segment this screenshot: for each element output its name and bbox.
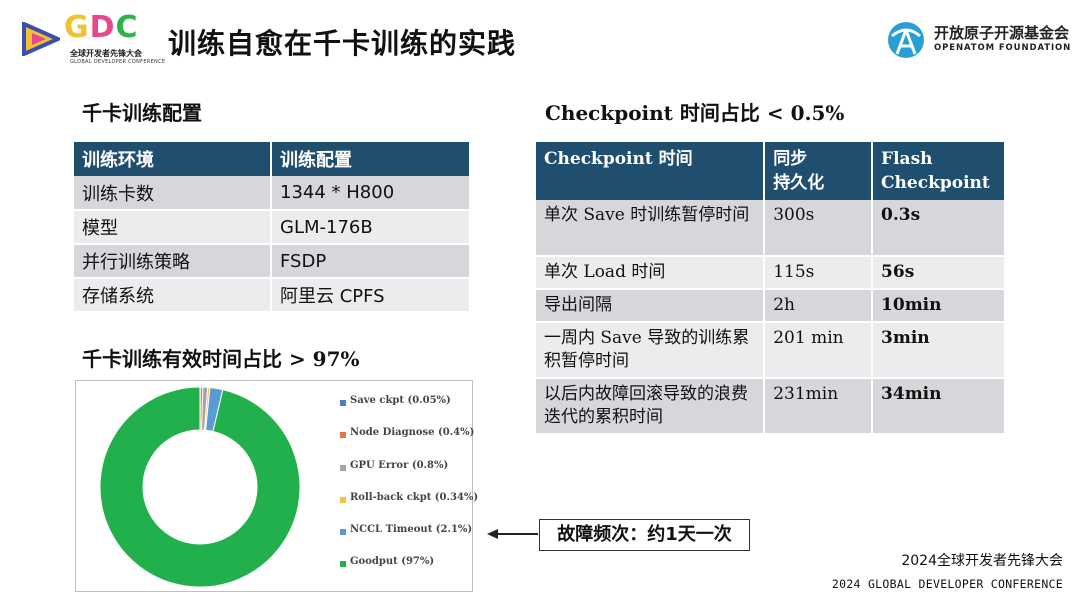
footer-conference-cn: 2024全球开发者先锋大会 <box>901 553 1063 569</box>
config-header-env: 训练环境 <box>74 142 272 176</box>
table-row: 以后内故障回滚导致的浪费迭代的累积时间 231min 34min <box>536 378 1006 435</box>
checkpoint-table-header: Checkpoint 时间 同步 持久化 Flash Checkpoint <box>536 142 1006 200</box>
legend-label: NCCL Timeout (2.1%) <box>350 524 473 536</box>
table-row: 训练卡数 1344 * H800 <box>74 176 471 211</box>
gdc-logo: GDC 全球开发者先锋大会 GLOBAL DEVELOPER CONFERENC… <box>20 10 165 68</box>
table-cell: 训练卡数 <box>74 176 272 211</box>
donut-slice-5 <box>99 386 301 588</box>
gdc-letters: GDC <box>64 10 139 45</box>
gdc-letter-d: D <box>89 10 116 45</box>
table-cell: 0.3s <box>872 200 1006 257</box>
gdc-letter-c: C <box>115 10 139 45</box>
config-table: 训练环境 训练配置 训练卡数 1344 * H800 模型 GLM-176B 并… <box>74 142 471 313</box>
gdc-logo-cn: 全球开发者先锋大会 <box>70 49 142 58</box>
table-cell: 模型 <box>74 210 272 245</box>
legend-swatch <box>340 464 346 471</box>
table-row: 并行训练策略 FSDP <box>74 244 471 279</box>
table-cell: 导出间隔 <box>536 289 766 323</box>
table-cell: 存储系统 <box>74 278 272 313</box>
table-cell: 2h <box>764 289 874 323</box>
donut-chart <box>99 386 301 588</box>
failure-frequency-callout: 故障频次：约1天一次 <box>539 519 750 551</box>
ck-header-flash: Flash Checkpoint <box>872 142 1006 200</box>
table-cell: 单次 Load 时间 <box>536 256 766 290</box>
legend-swatch <box>340 432 346 439</box>
openatom-cn: 开放原子开源基金会 <box>934 24 1070 42</box>
effective-time-heading: 千卡训练有效时间占比 > 97% <box>82 347 360 371</box>
ck-header-time: Checkpoint 时间 <box>536 142 766 200</box>
config-heading: 千卡训练配置 <box>82 101 202 125</box>
table-row: 存储系统 阿里云 CPFS <box>74 278 471 313</box>
legend-label: GPU Error (0.8%) <box>350 459 449 471</box>
table-cell: 201 min <box>764 322 874 379</box>
table-cell: GLM-176B <box>271 210 471 245</box>
openatom-icon <box>888 22 924 58</box>
left-arrow-icon <box>487 529 538 539</box>
table-cell: 3min <box>872 322 1006 379</box>
ck-header-sync: 同步 持久化 <box>764 142 874 200</box>
config-table-header: 训练环境 训练配置 <box>74 142 471 176</box>
table-cell: 以后内故障回滚导致的浪费迭代的累积时间 <box>536 378 766 435</box>
table-cell: 并行训练策略 <box>74 244 272 279</box>
table-row: 单次 Save 时训练暂停时间 300s 0.3s <box>536 200 1006 257</box>
table-cell: 一周内 Save 导致的训练累积暂停时间 <box>536 322 766 379</box>
table-row: 一周内 Save 导致的训练累积暂停时间 201 min 3min <box>536 322 1006 379</box>
table-cell: 231min <box>764 378 874 435</box>
legend-swatch <box>340 400 346 406</box>
config-header-cfg: 训练配置 <box>271 142 471 176</box>
table-cell: FSDP <box>271 244 471 279</box>
play-icon <box>22 22 60 56</box>
openatom-en: OPENATOM FOUNDATION <box>934 43 1072 53</box>
legend-label: Save ckpt (0.05%) <box>350 395 451 406</box>
table-cell: 115s <box>764 256 874 290</box>
legend-swatch <box>340 529 346 536</box>
table-row: 单次 Load 时间 115s 56s <box>536 256 1006 290</box>
gdc-letter-g: G <box>64 10 90 45</box>
footer-conference-en: 2024 GLOBAL DEVELOPER CONFERENCE <box>831 577 1063 591</box>
page-title: 训练自愈在千卡训练的实践 <box>168 27 517 60</box>
table-cell: 34min <box>872 378 1006 435</box>
gdc-logo-en: GLOBAL DEVELOPER CONFERENCE <box>70 59 166 65</box>
table-cell: 1344 * H800 <box>271 176 471 211</box>
table-cell: 300s <box>764 200 874 257</box>
checkpoint-heading: Checkpoint 时间占比 < 0.5% <box>545 101 845 125</box>
table-row: 导出间隔 2h 10min <box>536 289 1006 323</box>
table-cell: 单次 Save 时训练暂停时间 <box>536 200 766 257</box>
legend-swatch <box>340 496 346 503</box>
goodput-chart: Save ckpt (0.05%) Node Diagnose (0.4%) GPU… <box>75 380 478 592</box>
table-row: 模型 GLM-176B <box>74 210 471 245</box>
legend-label: Node Diagnose (0.4%) <box>350 427 475 439</box>
legend-label: Roll-back ckpt (0.34%) <box>350 491 479 503</box>
openatom-logo: 开放原子开源基金会 OPENATOM FOUNDATION <box>886 20 1076 60</box>
legend-swatch <box>340 561 346 568</box>
checkpoint-table: Checkpoint 时间 同步 持久化 Flash Checkpoint 单次… <box>536 142 1006 435</box>
table-cell: 10min <box>872 289 1006 323</box>
table-cell: 56s <box>872 256 1006 290</box>
table-cell: 阿里云 CPFS <box>271 278 471 313</box>
legend-label: Goodput (97%) <box>350 556 435 568</box>
